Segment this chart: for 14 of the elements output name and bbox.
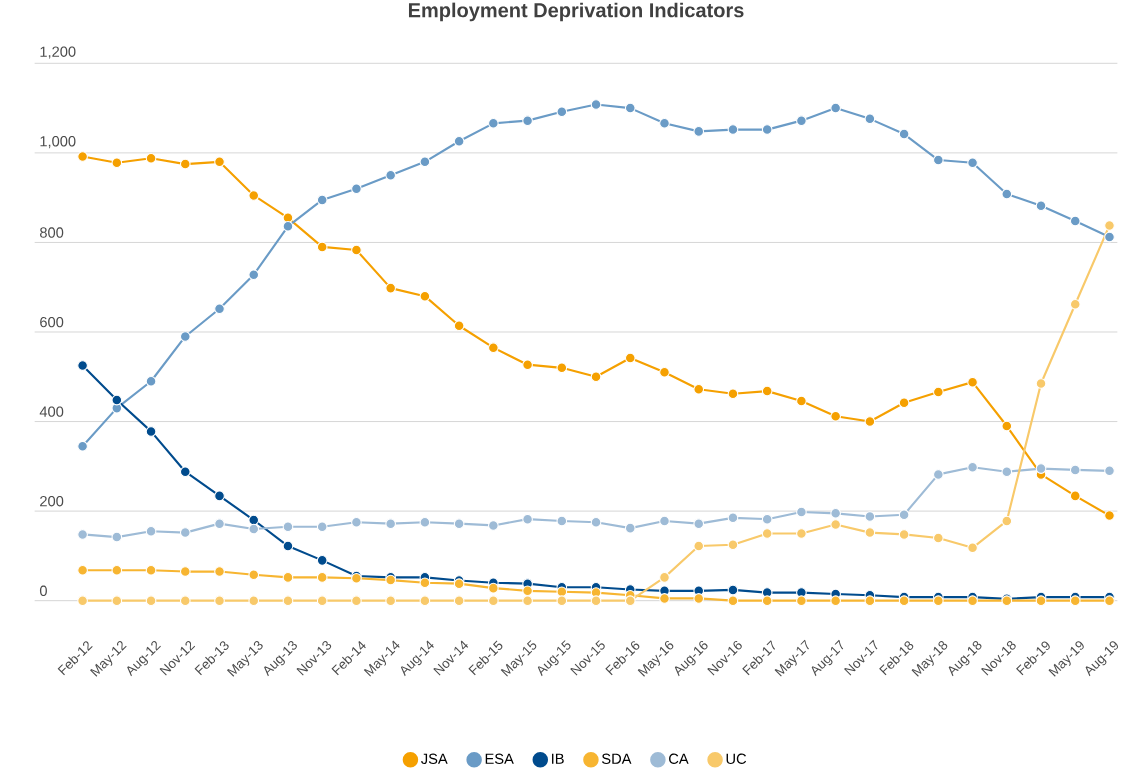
y-tick-label: 800 bbox=[40, 227, 64, 238]
legend-label: SDA bbox=[602, 753, 632, 764]
y-tick-label: 200 bbox=[40, 496, 64, 507]
y-tick-label: 400 bbox=[39, 406, 64, 417]
legend-label: ESA bbox=[485, 753, 514, 764]
legend-label: IB bbox=[552, 753, 564, 764]
y-tick-label: 1,000 bbox=[40, 136, 76, 149]
y-tick-label: 0 bbox=[39, 585, 47, 596]
legend-label: CA bbox=[669, 753, 689, 764]
y-tick-label: 1,200 bbox=[40, 46, 76, 59]
y-tick-label: 600 bbox=[40, 316, 64, 328]
chart-title: Employment Deprivation Indicators bbox=[408, 2, 744, 22]
legend-label: JSA bbox=[421, 753, 448, 764]
legend-label: UC bbox=[726, 753, 747, 764]
